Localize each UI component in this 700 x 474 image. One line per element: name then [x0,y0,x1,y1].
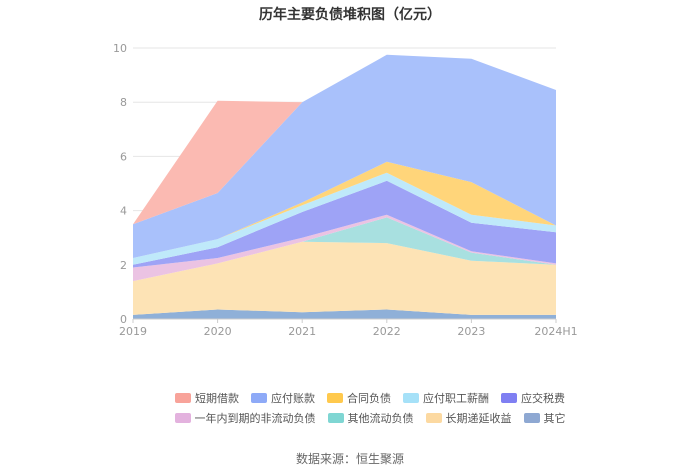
area-series-2 [133,217,556,282]
area-series-6 [133,161,556,258]
chart-title: 历年主要负债堆积图（亿元） [259,7,441,23]
legend-row: 短期借款 应付账款 合同负债 应付职工薪酬 应交税费 [160,388,580,408]
legend-swatch [327,393,343,403]
legend-label: 其它 [543,412,566,425]
area-series-4 [133,180,556,268]
legend-label: 合同负债 [347,392,391,405]
legend-swatch [501,393,517,403]
data-source: 数据来源：恒生聚源 [295,452,404,466]
legend-item[interactable]: 其它 [523,410,566,426]
legend-label: 其他流动负债 [347,412,414,425]
x-tick-label: 2024H1 [534,325,577,338]
legend-label: 长期递延收益 [445,412,512,425]
area-series-5 [133,172,556,265]
legend-item[interactable]: 应付职工薪酬 [403,390,489,406]
area-series-7 [133,54,556,258]
x-tick-label: 2020 [204,325,232,338]
legend-item[interactable]: 其他流动负债 [327,410,414,426]
y-tick-label: 10 [113,42,127,55]
legend-item[interactable]: 短期借款 [175,390,239,406]
legend-item[interactable]: 应付账款 [251,390,315,406]
legend-swatch [523,413,540,423]
legend-item[interactable]: 一年内到期的非流动负债 [174,410,316,426]
legend-label: 应付账款 [271,392,315,405]
legend-label: 短期借款 [195,392,239,405]
x-tick-label: 2021 [288,325,316,338]
y-tick-label: 2 [120,259,127,272]
legend-item[interactable]: 合同负债 [327,390,391,406]
legend-label: 应付职工薪酬 [423,392,489,405]
legend-swatch [251,393,267,403]
legend-swatch [403,393,419,403]
legend-swatch [175,393,191,403]
y-tick-label: 8 [120,96,127,109]
area-series-3 [133,214,556,282]
legend-label: 应交税费 [521,392,565,405]
legend-row: 一年内到期的非流动负债 其他流动负债 长期递延收益 其它 [160,408,580,428]
area-series-1 [133,241,556,315]
y-tick-label: 0 [120,313,127,326]
x-tick-label: 2023 [457,325,485,338]
y-tick-label: 4 [120,205,127,218]
y-tick-label: 6 [120,150,127,163]
legend: 短期借款 应付账款 合同负债 应付职工薪酬 应交税费一年内到期的非流动负债 其他流动负债 长… [160,388,580,428]
area-series-0 [133,309,556,319]
legend-swatch [425,413,442,423]
legend-swatch [327,413,344,423]
x-tick-label: 2022 [373,325,401,338]
x-tick-label: 2019 [119,325,147,338]
legend-item[interactable]: 长期递延收益 [425,410,512,426]
area-series-8 [133,54,556,225]
legend-swatch [174,413,191,423]
legend-label: 一年内到期的非流动负债 [194,412,316,425]
legend-item[interactable]: 应交税费 [501,390,565,406]
